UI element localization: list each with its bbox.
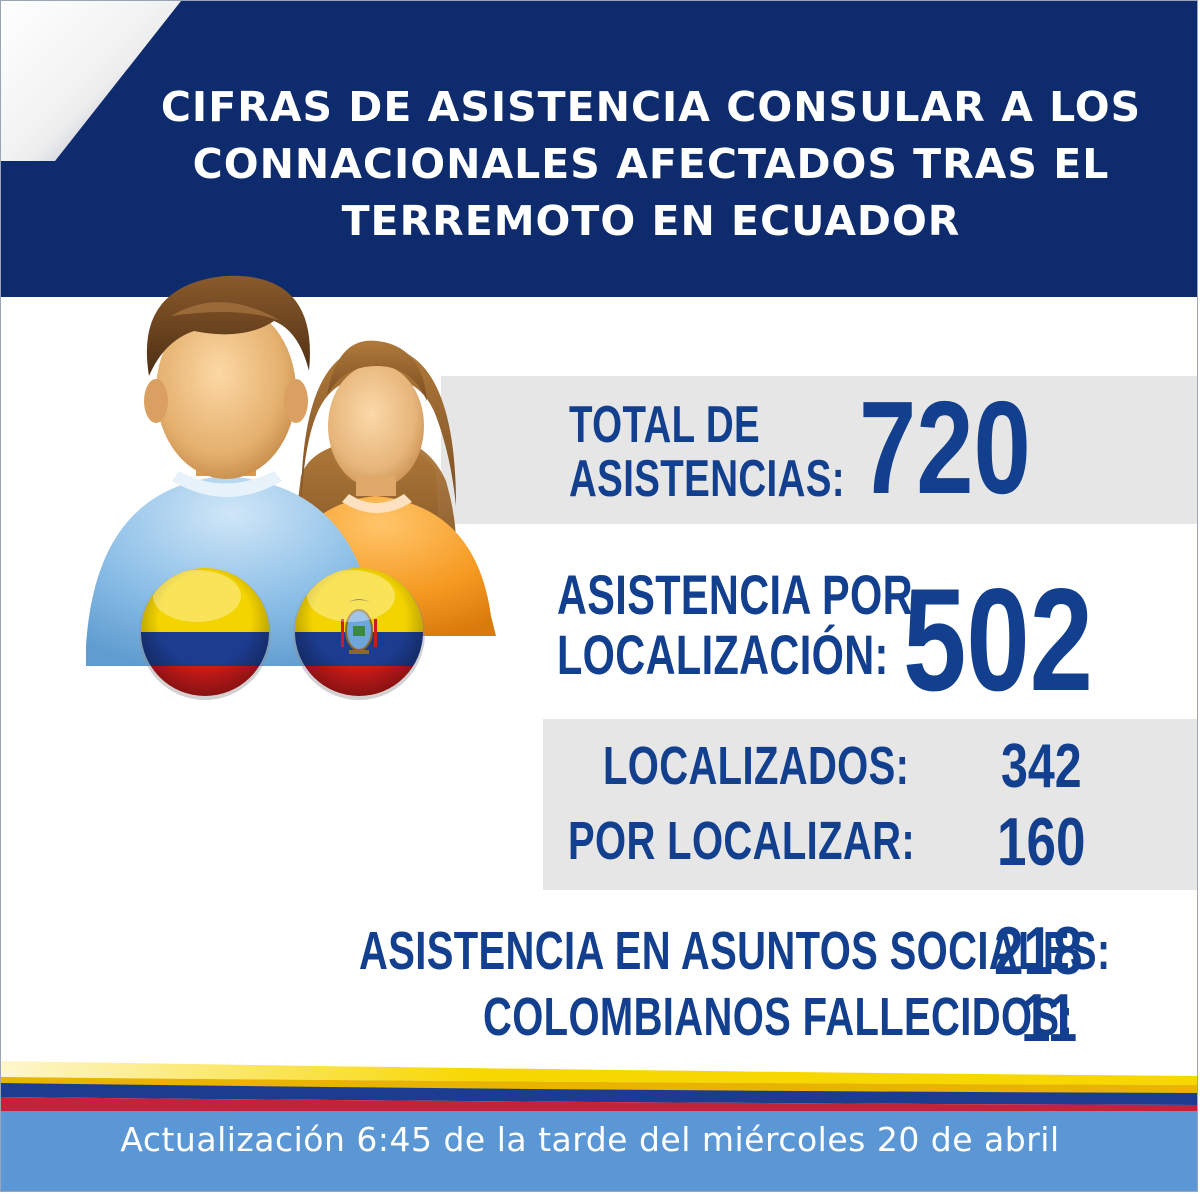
localizados-label: LOCALIZADOS: [603,736,910,796]
total-value: 720 [859,374,1031,521]
title-line-2: CONNACIONALES AFECTADOS TRAS EL [192,140,1110,188]
por-localizar-value: 160 [997,804,1086,880]
header-banner [1,1,1197,297]
sociales-value: 218 [994,913,1083,989]
page-title: CIFRAS DE ASISTENCIA CONSULAR A LOS CONN… [131,79,1171,250]
total-label-line-2: ASISTENCIAS: [569,450,845,508]
sociales-label: ASISTENCIA EN ASUNTOS SOCIALES: [359,921,1111,981]
localizados-panel [543,719,1197,890]
fallecidos-label: COLOMBIANOS FALLECIDOS: [483,987,1074,1047]
colombia-flag-icon [139,568,271,700]
localizacion-label: ASISTENCIA POR LOCALIZACIÓN: [557,565,913,685]
total-label-line-1: TOTAL DE [569,396,761,454]
localizacion-label-line-2: LOCALIZACIÓN: [557,623,889,686]
ecuador-flag-icon [293,568,425,700]
localizados-value: 342 [1001,732,1082,801]
total-label: TOTAL DE ASISTENCIAS: [569,398,845,506]
title-line-1: CIFRAS DE ASISTENCIA CONSULAR A LOS [160,83,1142,131]
total-panel [441,376,1197,524]
localizacion-label-line-1: ASISTENCIA POR [557,563,913,626]
fallecidos-value: 11 [1021,980,1078,1056]
title-line-3: TERREMOTO EN ECUADOR [341,197,961,245]
footer-stripes [1,1061,1197,1191]
update-timestamp: Actualización 6:45 de la tarde del miérc… [120,1120,1060,1159]
localizacion-value: 502 [903,558,1094,721]
por-localizar-label: POR LOCALIZAR: [568,811,916,871]
